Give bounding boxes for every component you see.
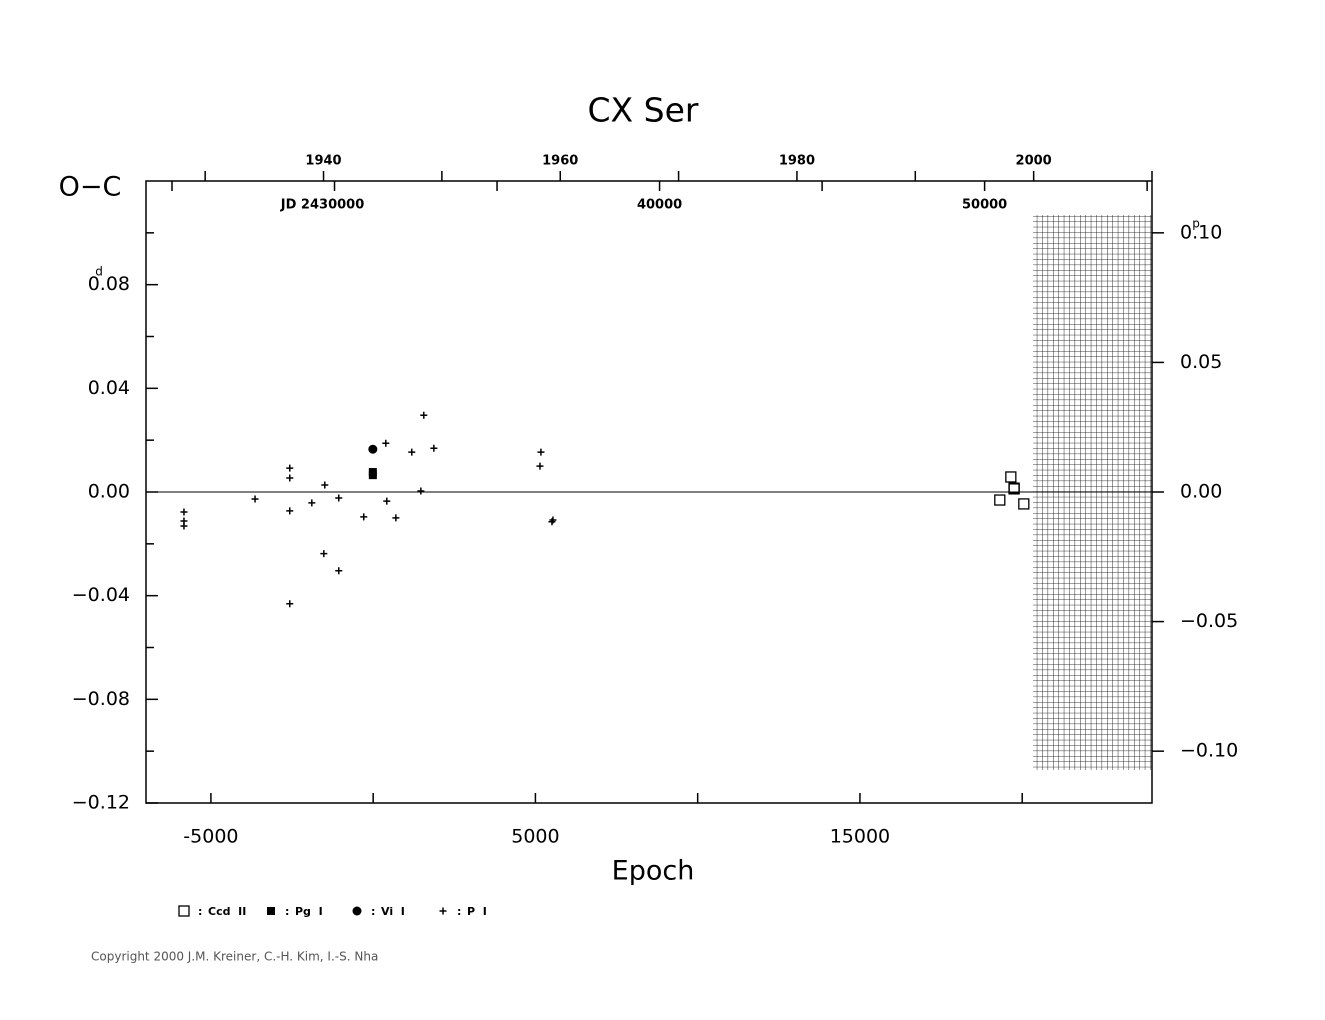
y2-tick-label: 0.05 [1180, 351, 1222, 373]
legend-separator: : [371, 905, 375, 918]
legend-marker [352, 906, 362, 916]
y2-unit: p [1192, 217, 1200, 231]
data-point [321, 481, 329, 489]
y2-tick-label: 0.10 [1180, 221, 1222, 243]
data-point [286, 507, 294, 515]
year-tick-label: 1980 [779, 154, 815, 169]
data-point [536, 462, 544, 470]
y-tick-label: −0.12 [72, 792, 130, 814]
jd-tick-label: JD 2430000 [280, 198, 364, 213]
data-point [368, 468, 377, 477]
data-point [420, 411, 428, 419]
data-point [383, 497, 391, 505]
legend-label: Pg I [295, 905, 323, 918]
x-axis-label: Epoch [612, 856, 695, 887]
x-tick-label: 15000 [830, 826, 890, 848]
data-point [549, 516, 557, 524]
legend-marker [178, 905, 190, 917]
data-point [320, 550, 328, 558]
data-point [1018, 498, 1030, 510]
data-point [308, 499, 316, 507]
data-point [408, 448, 416, 456]
legend-separator: : [285, 905, 289, 918]
data-point [180, 522, 188, 530]
y-tick-label: 0.08 [88, 273, 130, 295]
chart-title: CX Ser [588, 91, 699, 130]
y2-tick-label: −0.05 [1180, 610, 1238, 632]
y2-tick-label: 0.00 [1180, 481, 1222, 503]
legend-label: P I [467, 905, 487, 918]
data-point [286, 474, 294, 482]
data-point [1005, 471, 1017, 483]
y-tick-label: 0.00 [88, 481, 130, 503]
jd-tick-label: 40000 [637, 198, 682, 213]
data-point [392, 514, 400, 522]
copyright: Copyright 2000 J.M. Kreiner, C.-H. Kim, … [91, 950, 378, 964]
legend-separator: : [457, 905, 461, 918]
y-tick-label: 0.04 [88, 377, 130, 399]
year-tick-label: 1960 [542, 154, 578, 169]
y-unit: d [95, 265, 103, 279]
data-point [360, 513, 368, 521]
y-axis-label: O−C [59, 172, 122, 203]
legend-label: Vi I [381, 905, 405, 918]
legend-label: Ccd II [208, 905, 246, 918]
y-tick-label: −0.04 [72, 584, 130, 606]
legend-marker [267, 907, 275, 915]
data-point [286, 600, 294, 608]
data-point [994, 494, 1006, 506]
data-point [180, 508, 188, 516]
data-point [417, 487, 425, 495]
year-tick-label: 1940 [305, 154, 341, 169]
data-point [1008, 483, 1020, 495]
data-point [286, 464, 294, 472]
year-tick-label: 2000 [1016, 154, 1052, 169]
jd-tick-label: 50000 [962, 198, 1007, 213]
y-tick-label: −0.08 [72, 688, 130, 710]
y2-tick-label: −0.10 [1180, 740, 1238, 762]
legend-separator: : [198, 905, 202, 918]
legend-marker [439, 907, 447, 915]
x-tick-label: 5000 [511, 826, 559, 848]
data-point [335, 494, 343, 502]
x-tick-label: -5000 [183, 826, 238, 848]
data-point [368, 444, 378, 454]
data-point [251, 495, 259, 503]
data-point [335, 567, 343, 575]
data-point [430, 444, 438, 452]
data-point [537, 448, 545, 456]
data-point [382, 439, 390, 447]
